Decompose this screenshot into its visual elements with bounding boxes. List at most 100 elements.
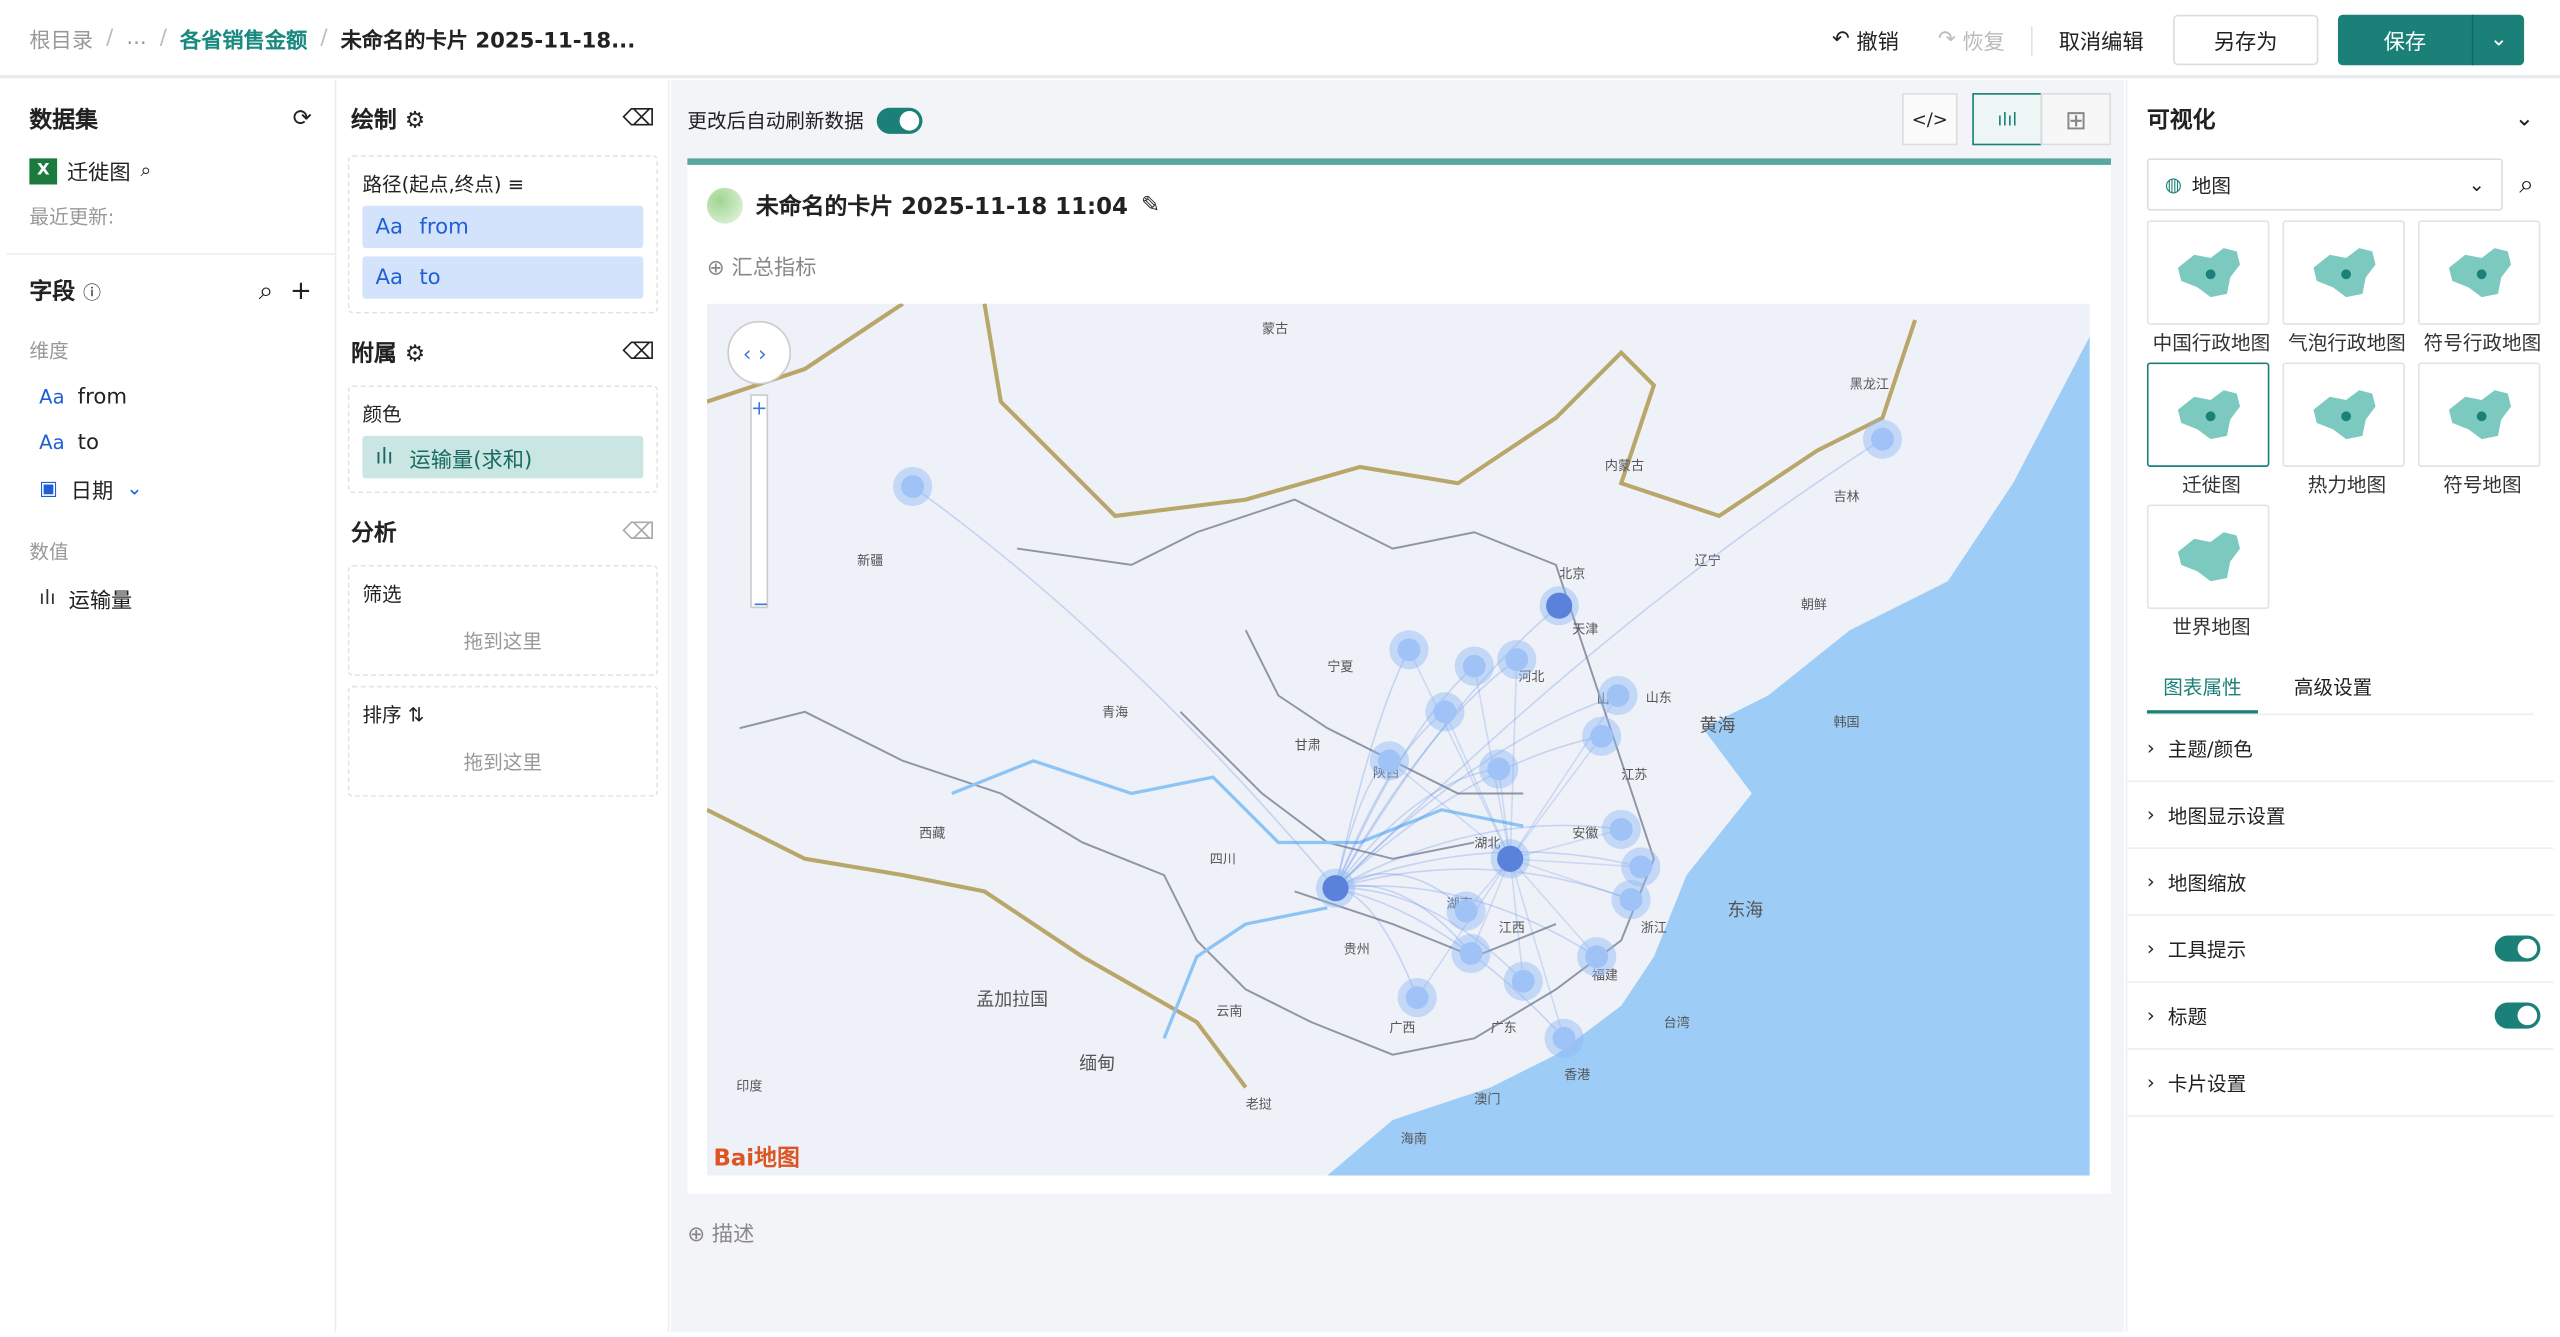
map-pan-control[interactable] <box>727 320 792 385</box>
migration-point[interactable] <box>1487 757 1511 781</box>
chart-type-label: 气泡行政地图 <box>2288 331 2406 355</box>
section-4[interactable]: › 标题 <box>2127 983 2554 1050</box>
dataset-name[interactable]: 迁徙图 <box>66 161 131 187</box>
card-title[interactable]: 未命名的卡片 2025-11-18 11:04 <box>755 194 1128 221</box>
migration-point[interactable] <box>1377 749 1401 773</box>
path-drop-zone[interactable]: 路径(起点,终点) ≡ Aa from Aa to <box>347 155 658 314</box>
chart-type-3[interactable]: 迁徙图 <box>2146 362 2276 498</box>
auto-refresh-toggle[interactable] <box>876 106 923 134</box>
tab-advanced-settings[interactable]: 高级设置 <box>2293 675 2373 699</box>
table-view-button[interactable]: ⊞ <box>2040 93 2112 146</box>
migration-point[interactable] <box>1459 942 1483 965</box>
zoom-slider[interactable] <box>750 394 769 609</box>
section-2[interactable]: › 地图缩放 <box>2127 849 2554 916</box>
section-3[interactable]: › 工具提示 <box>2127 916 2554 983</box>
edit-icon[interactable]: ✎ <box>1141 192 1161 219</box>
settings-icon[interactable]: ⚙ <box>404 341 426 368</box>
save-as-button[interactable]: 另存为 <box>2173 14 2319 66</box>
refresh-icon[interactable]: ⟳ <box>292 106 312 133</box>
zoom-in-icon[interactable]: + <box>751 397 767 420</box>
chart-type-2[interactable]: 符号行政地图 <box>2417 220 2547 356</box>
color-field[interactable]: ılı 运输量(求和) <box>362 435 644 479</box>
chart-category-select[interactable]: ◍ 地图 ⌄ <box>2146 158 2503 211</box>
map-label: 甘肃 <box>1295 738 1321 753</box>
migration-point[interactable] <box>1405 986 1429 1009</box>
section-toggle[interactable] <box>2494 1002 2541 1029</box>
map-label: 海南 <box>1401 1131 1427 1147</box>
eraser-icon[interactable]: ⌫ <box>622 339 655 366</box>
migration-point[interactable] <box>1606 684 1630 707</box>
cancel-edit-button[interactable]: 取消编辑 <box>2058 31 2144 56</box>
sort-icon[interactable]: ⇅ <box>407 703 425 727</box>
eraser-icon[interactable]: ⌫ <box>622 106 655 133</box>
add-icon[interactable]: + <box>289 274 312 306</box>
migration-point[interactable] <box>1629 855 1653 879</box>
chart-type-1[interactable]: 气泡行政地图 <box>2282 220 2411 356</box>
chart-view-button[interactable]: ılıl <box>1972 93 2043 146</box>
breadcrumb-folder[interactable]: 各省销售金额 <box>179 28 308 54</box>
filter-drop-zone[interactable]: 筛选 拖到这里 <box>347 564 658 676</box>
path-field-to[interactable]: Aa to <box>362 256 644 299</box>
section-0[interactable]: › 主题/颜色 <box>2127 715 2554 783</box>
migration-point[interactable] <box>1433 700 1457 724</box>
migration-point[interactable] <box>901 475 925 498</box>
zoom-out-icon[interactable]: − <box>753 593 769 616</box>
chart-type-0[interactable]: 中国行政地图 <box>2146 220 2276 356</box>
summary-metric-button[interactable]: 汇总指标 <box>731 256 817 281</box>
add-circle-icon[interactable]: ⊕ <box>706 256 725 281</box>
top-bar: 根目录 / ... / 各省销售金额 / 未命名的卡片 2025-11-18... ↶… <box>0 0 2560 79</box>
sort-options-icon[interactable]: ≡ <box>507 173 525 196</box>
settings-icon[interactable]: ⚙ <box>404 107 426 134</box>
collapse-icon[interactable]: ⌄ <box>2514 106 2534 133</box>
code-view-button[interactable]: </> <box>1902 93 1958 146</box>
info-icon[interactable]: ⓘ <box>83 282 102 304</box>
save-button[interactable]: 保存 ⌄ <box>2337 14 2525 66</box>
tab-chart-properties[interactable]: 图表属性 <box>2146 663 2258 714</box>
migration-point[interactable] <box>1609 817 1633 841</box>
search-icon[interactable]: ⌕ <box>2519 168 2534 200</box>
breadcrumb-ellipsis[interactable]: ... <box>126 25 147 50</box>
migration-point[interactable] <box>1497 845 1524 872</box>
migration-point[interactable] <box>1590 724 1614 748</box>
eraser-icon[interactable]: ⌫ <box>622 519 655 546</box>
migration-point[interactable] <box>1454 899 1478 923</box>
migration-map[interactable]: 蒙古黑龙江内蒙古吉林新疆辽宁北京天津朝鲜宁夏河北山西青海山东韩国甘肃陕西黄海江苏… <box>706 303 2090 1176</box>
chevron-down-icon[interactable]: ⌄ <box>126 476 143 500</box>
section-toggle[interactable] <box>2494 935 2541 962</box>
breadcrumb-root[interactable]: 根目录 <box>29 28 94 54</box>
redo-button[interactable]: ↷ 恢复 <box>1918 15 2024 66</box>
add-circle-icon[interactable]: ⊕ <box>687 1222 706 1248</box>
field-from[interactable]: Aa from <box>7 374 335 420</box>
migration-point[interactable] <box>1505 648 1529 672</box>
field-volume[interactable]: ılı 运输量 <box>7 575 335 621</box>
chevron-down-icon[interactable]: ⌄ <box>2471 14 2524 66</box>
map-label: 福建 <box>1592 969 1618 984</box>
chart-type-6[interactable]: 世界地图 <box>2146 504 2276 640</box>
field-date[interactable]: ▣ 日期 ⌄ <box>7 465 335 511</box>
measure-label: 数值 <box>29 540 69 564</box>
path-field-from[interactable]: Aa from <box>362 205 644 249</box>
migration-point[interactable] <box>1552 1026 1576 1050</box>
migration-route <box>1408 649 1511 860</box>
migration-point[interactable] <box>1871 427 1894 451</box>
migration-point[interactable] <box>1619 888 1643 912</box>
migration-point[interactable] <box>1585 945 1609 969</box>
color-drop-zone[interactable]: 颜色 ılı 运输量(求和) <box>347 385 658 494</box>
field-to[interactable]: Aa to <box>7 420 335 466</box>
search-icon[interactable]: ⌕ <box>258 274 274 306</box>
viz-title: 可视化 <box>2146 107 2216 134</box>
preview-icon[interactable]: ⌕ <box>140 158 152 182</box>
section-5[interactable]: › 卡片设置 <box>2127 1050 2554 1117</box>
sort-drop-zone[interactable]: 排序 ⇅ 拖到这里 <box>347 685 658 797</box>
undo-button[interactable]: ↶ 撤销 <box>1812 15 1918 66</box>
migration-point[interactable] <box>1322 875 1349 902</box>
section-1[interactable]: › 地图显示设置 <box>2127 782 2554 849</box>
migration-point[interactable] <box>1397 638 1421 662</box>
chart-type-5[interactable]: 符号地图 <box>2417 362 2547 498</box>
chart-type-4[interactable]: 热力地图 <box>2282 362 2411 498</box>
migration-point[interactable] <box>1546 592 1573 619</box>
describe-button[interactable]: 描述 <box>711 1222 755 1248</box>
map-label: 浙江 <box>1641 921 1667 936</box>
migration-point[interactable] <box>1511 969 1535 993</box>
migration-point[interactable] <box>1462 654 1486 678</box>
